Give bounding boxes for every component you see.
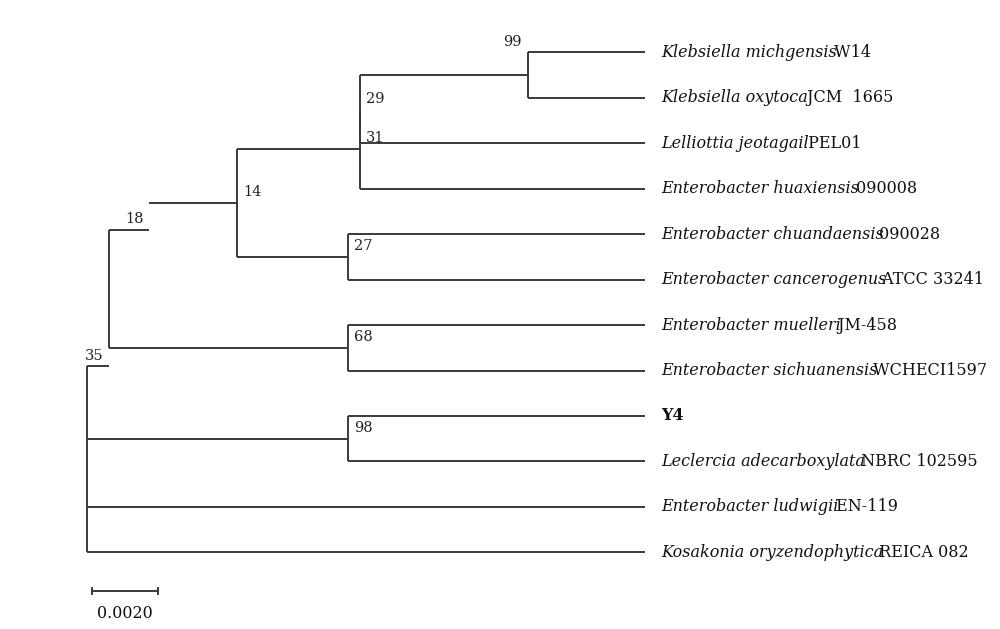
Text: 29: 29 — [366, 92, 384, 106]
Text: Enterobacter huaxiensis: Enterobacter huaxiensis — [662, 181, 859, 198]
Text: W14: W14 — [829, 44, 871, 61]
Text: WCHECI1597: WCHECI1597 — [868, 362, 987, 379]
Text: Enterobacter sichuanensis: Enterobacter sichuanensis — [662, 362, 878, 379]
Text: 18: 18 — [125, 213, 144, 226]
Text: PEL01: PEL01 — [803, 135, 861, 152]
Text: Enterobacter cancerogenus: Enterobacter cancerogenus — [662, 271, 887, 288]
Text: Klebsiella oxytoca: Klebsiella oxytoca — [662, 89, 808, 106]
Text: 090028: 090028 — [874, 226, 940, 243]
Text: ATCC 33241: ATCC 33241 — [877, 271, 984, 288]
Text: 27: 27 — [354, 239, 373, 253]
Text: Lelliottia jeotagail: Lelliottia jeotagail — [662, 135, 809, 152]
Text: Kosakonia oryzendophytica: Kosakonia oryzendophytica — [662, 544, 884, 561]
Text: 99: 99 — [504, 35, 522, 49]
Text: 31: 31 — [366, 131, 384, 145]
Text: 090008: 090008 — [851, 181, 917, 198]
Text: Enterobacter muelleri: Enterobacter muelleri — [662, 316, 841, 333]
Text: NBRC 102595: NBRC 102595 — [856, 453, 978, 470]
Text: Enterobacter ludwigii: Enterobacter ludwigii — [662, 498, 839, 515]
Text: Y4: Y4 — [662, 408, 684, 425]
Text: 14: 14 — [243, 186, 262, 199]
Text: Klebsiella michgensis: Klebsiella michgensis — [662, 44, 837, 61]
Text: 0.0020: 0.0020 — [97, 604, 153, 621]
Text: EN-119: EN-119 — [831, 498, 898, 515]
Text: 35: 35 — [85, 349, 104, 363]
Text: JM-458: JM-458 — [833, 316, 897, 333]
Text: Enterobacter chuandaensis: Enterobacter chuandaensis — [662, 226, 884, 243]
Text: 68: 68 — [354, 330, 373, 344]
Text: Leclercia adecarboxylata: Leclercia adecarboxylata — [662, 453, 865, 470]
Text: REICA 082: REICA 082 — [874, 544, 968, 561]
Text: JCM  1665: JCM 1665 — [802, 89, 893, 106]
Text: 98: 98 — [354, 421, 373, 435]
